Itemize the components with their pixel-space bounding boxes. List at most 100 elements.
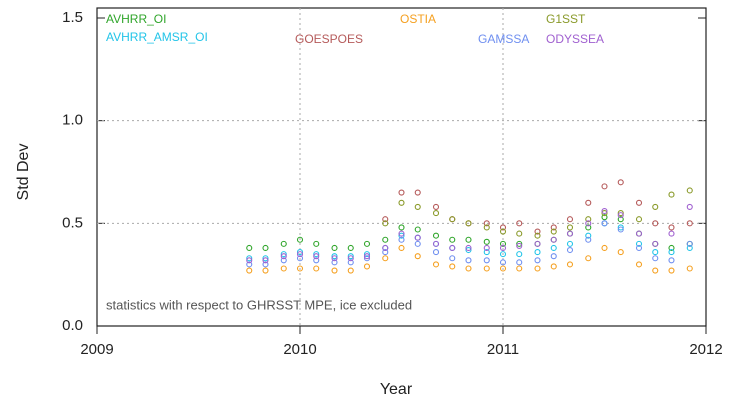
data-point bbox=[686, 203, 693, 210]
data-point bbox=[262, 267, 269, 274]
data-point bbox=[601, 207, 608, 215]
data-point bbox=[262, 255, 269, 262]
data-point bbox=[296, 249, 304, 256]
data-point bbox=[652, 255, 659, 262]
data-point bbox=[601, 244, 608, 252]
data-point bbox=[668, 257, 675, 264]
data-point bbox=[432, 203, 440, 210]
data-point bbox=[465, 246, 472, 254]
data-point bbox=[585, 236, 592, 243]
data-point bbox=[262, 261, 269, 268]
data-point bbox=[246, 255, 253, 262]
data-point bbox=[550, 236, 557, 243]
data-point bbox=[550, 228, 557, 235]
data-point bbox=[617, 179, 624, 186]
data-point bbox=[534, 232, 541, 239]
data-point bbox=[449, 236, 456, 243]
data-point bbox=[313, 240, 320, 247]
data-point bbox=[465, 244, 472, 252]
data-point bbox=[465, 236, 472, 243]
data-point bbox=[449, 216, 456, 223]
data-point bbox=[465, 257, 472, 264]
data-point bbox=[398, 189, 405, 196]
data-point bbox=[331, 255, 338, 262]
data-point bbox=[635, 216, 643, 223]
data-point bbox=[566, 240, 574, 247]
annotation: statistics with respect to GHRSST MPE, i… bbox=[106, 297, 412, 312]
data-point bbox=[331, 253, 338, 260]
y-tick-label: 1.5 bbox=[62, 9, 83, 26]
data-point bbox=[499, 228, 507, 235]
data-point bbox=[483, 257, 490, 264]
data-point bbox=[516, 259, 523, 266]
data-point bbox=[296, 251, 304, 258]
data-point bbox=[280, 251, 287, 258]
data-point bbox=[668, 224, 675, 231]
x-tick-label: 2010 bbox=[283, 341, 316, 358]
data-point bbox=[617, 226, 624, 233]
data-point bbox=[382, 249, 389, 256]
data-point bbox=[449, 244, 456, 252]
x-tick-label: 2011 bbox=[487, 341, 519, 358]
data-point bbox=[313, 265, 320, 272]
data-point bbox=[499, 251, 507, 258]
data-point bbox=[686, 220, 693, 227]
data-point bbox=[601, 183, 608, 190]
data-point bbox=[534, 265, 541, 272]
data-point bbox=[414, 234, 421, 241]
data-point bbox=[449, 263, 456, 270]
data-point bbox=[465, 265, 472, 272]
data-point bbox=[363, 251, 371, 258]
data-point bbox=[414, 203, 421, 210]
data-point bbox=[635, 240, 643, 247]
data-point bbox=[398, 236, 405, 243]
data-point bbox=[363, 263, 371, 270]
data-point bbox=[585, 224, 592, 231]
data-point bbox=[432, 261, 440, 268]
data-point bbox=[347, 253, 354, 260]
plot-frame bbox=[96, 7, 707, 327]
data-point bbox=[398, 199, 405, 206]
legend-label: G1SST bbox=[546, 12, 586, 26]
data-point bbox=[382, 236, 389, 243]
data-point bbox=[398, 224, 405, 231]
data-point bbox=[601, 214, 608, 221]
data-point bbox=[465, 220, 472, 227]
data-point bbox=[617, 216, 624, 223]
data-point bbox=[601, 220, 608, 227]
data-point bbox=[668, 249, 675, 256]
data-point bbox=[686, 265, 693, 272]
data-point bbox=[296, 236, 304, 243]
data-point bbox=[382, 255, 389, 262]
data-point bbox=[331, 267, 338, 274]
data-point bbox=[313, 251, 320, 258]
data-point bbox=[652, 240, 659, 247]
data-point bbox=[499, 240, 507, 247]
data-point bbox=[483, 249, 490, 256]
x-tick-label: 2009 bbox=[80, 341, 113, 358]
data-point bbox=[516, 220, 523, 227]
data-point bbox=[483, 265, 490, 272]
data-point bbox=[483, 224, 490, 231]
data-point bbox=[382, 220, 389, 227]
data-point bbox=[414, 253, 421, 260]
data-point bbox=[246, 244, 253, 252]
data-point bbox=[585, 255, 592, 262]
data-point bbox=[363, 255, 371, 262]
x-tick-label: 2012 bbox=[689, 341, 722, 358]
data-point bbox=[550, 263, 557, 270]
legend-label: AVHRR_AMSR_OI bbox=[106, 30, 208, 44]
data-point bbox=[686, 187, 693, 194]
data-point bbox=[585, 220, 592, 227]
data-point bbox=[534, 240, 541, 247]
data-point bbox=[617, 224, 624, 231]
data-point bbox=[635, 230, 643, 237]
data-point bbox=[617, 249, 624, 256]
legend-label: GAMSSA bbox=[478, 32, 529, 46]
data-point bbox=[585, 216, 592, 223]
data-point bbox=[432, 210, 440, 217]
data-point bbox=[668, 191, 675, 198]
data-point bbox=[566, 224, 574, 231]
data-point bbox=[432, 240, 440, 247]
